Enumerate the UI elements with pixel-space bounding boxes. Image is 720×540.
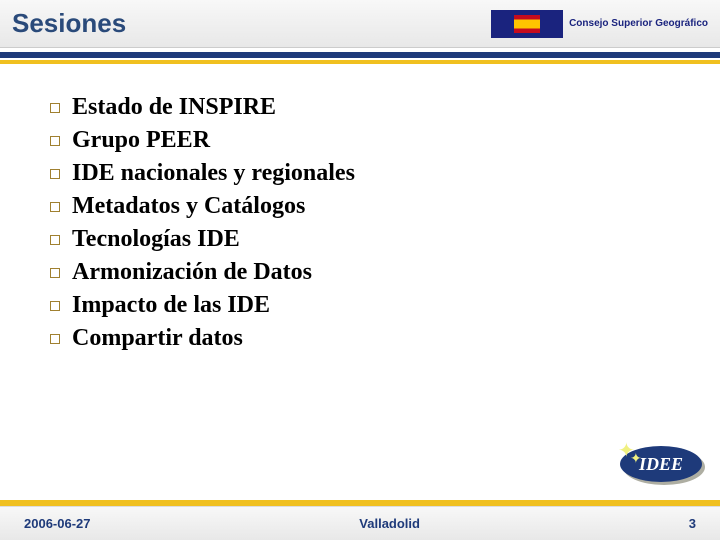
item-label: Tecnologías IDE — [72, 226, 240, 253]
square-bullet-icon — [50, 169, 60, 179]
square-bullet-icon — [50, 334, 60, 344]
square-bullet-icon — [50, 136, 60, 146]
idee-oval: ✦ ✦ IDEE — [620, 446, 702, 482]
footer-date: 2006-06-27 — [24, 516, 91, 531]
list-item: Metadatos y Catálogos — [50, 193, 720, 220]
item-label: Estado de INSPIRE — [72, 94, 276, 121]
list-item: Armonización de Datos — [50, 259, 720, 286]
star-icon: ✦ — [630, 450, 642, 467]
square-bullet-icon — [50, 202, 60, 212]
item-label: Compartir datos — [72, 325, 243, 352]
ministry-logo — [491, 10, 563, 38]
slide-title: Sesiones — [12, 8, 126, 39]
slide-header: Sesiones Consejo Superior Geográfico — [0, 0, 720, 48]
footer-content: 2006-06-27 Valladolid 3 — [0, 506, 720, 540]
item-label: Grupo PEER — [72, 127, 210, 154]
list-item: IDE nacionales y regionales — [50, 160, 720, 187]
list-item: Estado de INSPIRE — [50, 94, 720, 121]
spain-flag-icon — [514, 15, 540, 33]
organization-name: Consejo Superior Geográfico — [569, 18, 708, 29]
list-item: Compartir datos — [50, 325, 720, 352]
idee-label: IDEE — [639, 454, 683, 475]
square-bullet-icon — [50, 235, 60, 245]
slide-footer: 2006-06-27 Valladolid 3 — [0, 500, 720, 540]
item-label: Armonización de Datos — [72, 259, 312, 286]
footer-location: Valladolid — [359, 516, 420, 531]
square-bullet-icon — [50, 268, 60, 278]
list-item: Grupo PEER — [50, 127, 720, 154]
footer-page-number: 3 — [689, 516, 696, 531]
list-item: Impacto de las IDE — [50, 292, 720, 319]
content-area: Estado de INSPIRE Grupo PEER IDE naciona… — [0, 64, 720, 352]
idee-badge: ✦ ✦ IDEE — [620, 446, 702, 482]
blue-divider-bar — [0, 52, 720, 58]
square-bullet-icon — [50, 301, 60, 311]
item-label: IDE nacionales y regionales — [72, 160, 355, 187]
item-label: Impacto de las IDE — [72, 292, 270, 319]
list-item: Tecnologías IDE — [50, 226, 720, 253]
square-bullet-icon — [50, 103, 60, 113]
header-right: Consejo Superior Geográfico — [491, 10, 708, 38]
item-label: Metadatos y Catálogos — [72, 193, 305, 220]
